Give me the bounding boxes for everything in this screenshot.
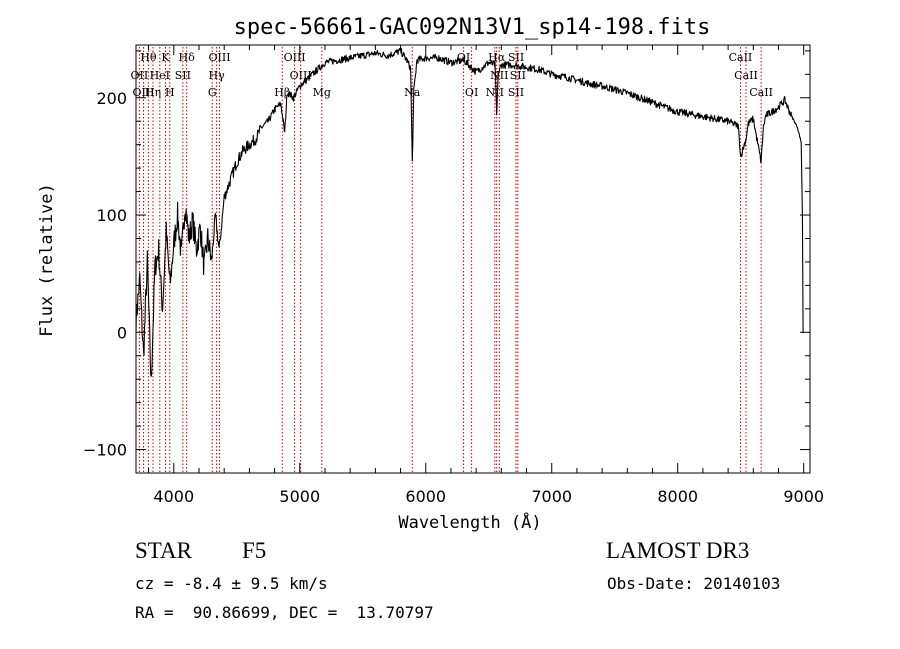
line-marker-label: K (161, 51, 170, 64)
line-marker-label: CaII (729, 51, 753, 64)
y-tick-label: 100 (96, 206, 127, 225)
line-marker-label: Hδ (179, 51, 196, 64)
coordinates: RA = 90.86699, DEC = 13.70797 (135, 603, 434, 622)
line-marker-label: Mg (313, 86, 331, 99)
line-marker-label: Hθ (140, 51, 157, 64)
line-marker-label: OIII (284, 51, 306, 64)
plot-frame (135, 44, 811, 474)
line-marker-label: Hβ (274, 86, 290, 99)
x-tick-label: 9000 (783, 487, 824, 506)
y-axis: −100 0 100 200 (83, 50, 810, 474)
y-tick-label: −100 (83, 441, 127, 460)
y-tick-label: 200 (96, 89, 127, 108)
redshift-cz: cz = -8.4 ± 9.5 km/s (135, 574, 328, 593)
line-marker-label: Hη (145, 86, 161, 99)
survey-name: LAMOST DR3 (606, 538, 750, 563)
y-axis-label: Flux (relative) (37, 183, 57, 337)
obs-date: Obs-Date: 20140103 (607, 574, 781, 593)
line-marker-label: NII (490, 69, 508, 82)
y-tick-label: 0 (117, 323, 127, 342)
line-marker-label: OII (131, 69, 149, 82)
line-marker-label: SII (510, 69, 526, 82)
line-marker-label: G (208, 86, 217, 99)
x-tick-label: 4000 (153, 487, 194, 506)
object-class: STAR (135, 538, 192, 563)
line-marker-label: NII (486, 86, 504, 99)
x-tick-label: 6000 (405, 487, 446, 506)
object-subclass: F5 (242, 538, 267, 563)
line-marker-label: Hα (488, 51, 506, 64)
line-marker-label: CaII (734, 69, 758, 82)
line-marker-label: OI (465, 86, 478, 99)
line-marker-label: OIII (208, 51, 230, 64)
x-axis: 4000 5000 6000 7000 8000 9000 (148, 45, 824, 506)
line-marker-label: Na (404, 86, 421, 99)
line-marker-label: OIII (133, 86, 155, 99)
x-tick-label: 7000 (531, 487, 572, 506)
line-marker-label: H (165, 86, 175, 99)
line-marker-label: SII (508, 51, 524, 64)
chart-title: spec-56661-GAC092N13V1_sp14-198.fits (234, 15, 711, 40)
spectrum-chart: spec-56661-GAC092N13V1_sp14-198.fits Hθ K… (37, 15, 824, 533)
spectrum-line (135, 47, 805, 377)
line-marker-label: CaII (749, 86, 773, 99)
line-marker-label: HeI (150, 69, 170, 82)
line-marker-label: Hγ (209, 69, 226, 82)
line-marker-label: SII (175, 69, 191, 82)
line-marker-label: SII (508, 86, 524, 99)
x-tick-label: 5000 (279, 487, 320, 506)
x-axis-label: Wavelength (Å) (398, 511, 541, 533)
line-markers (138, 47, 762, 472)
x-tick-label: 8000 (657, 487, 698, 506)
